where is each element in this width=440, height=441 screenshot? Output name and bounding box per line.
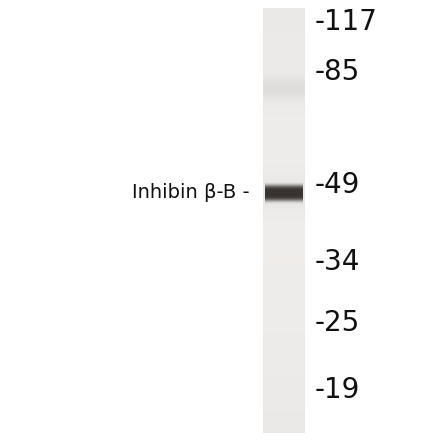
Text: -34: -34 <box>315 248 360 276</box>
Text: -85: -85 <box>315 58 360 86</box>
Text: Inhibin β-B -: Inhibin β-B - <box>132 183 250 202</box>
Text: -49: -49 <box>315 171 360 199</box>
Text: -117: -117 <box>315 8 378 36</box>
Text: -25: -25 <box>315 309 360 337</box>
Text: -19: -19 <box>315 376 360 404</box>
